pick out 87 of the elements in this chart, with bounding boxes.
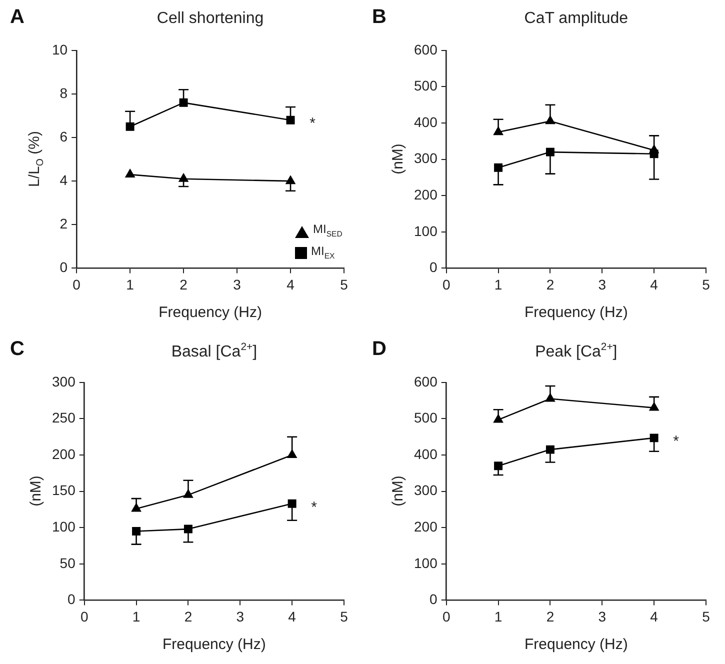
point	[132, 526, 141, 536]
annotation: *	[311, 498, 318, 516]
text: D	[372, 338, 386, 361]
point	[286, 116, 295, 124]
point	[184, 524, 192, 534]
x-tick-label: 0	[442, 608, 450, 624]
x-tick-label: 1	[494, 276, 502, 292]
y-tick-label: 500	[414, 410, 438, 426]
text: A	[10, 6, 24, 29]
text: C	[10, 338, 24, 361]
x-axis-title: Frequency (Hz)	[524, 636, 628, 654]
y-tick-label: 4	[60, 172, 68, 188]
y-tick-label: 250	[52, 410, 76, 426]
y-tick-label: 600	[414, 41, 438, 58]
y-tick-label: 600	[414, 373, 438, 390]
x-tick-label: 3	[233, 276, 242, 292]
x-tick-label: 3	[236, 608, 244, 624]
x-tick-label: 2	[180, 276, 188, 292]
y-axis-title: (nM)	[390, 144, 406, 175]
legend-label: MI$_{EX}$	[311, 242, 335, 262]
y-tick-label: 2	[60, 216, 68, 232]
y-tick-label: 100	[414, 554, 438, 571]
x-tick-label: 4	[650, 608, 658, 624]
y-tick-label: 0	[430, 259, 438, 276]
x-tick-label: 2	[184, 608, 192, 624]
point	[183, 488, 194, 498]
x-tick-label: 0	[80, 608, 88, 624]
x-axis-title: Frequency (Hz)	[162, 636, 266, 654]
y-tick-label: 8	[60, 84, 68, 101]
y-tick-label: 6	[60, 128, 68, 144]
point	[545, 115, 556, 124]
x-tick-label: 5	[702, 276, 710, 292]
x-tick-label: 1	[126, 276, 134, 292]
chart-title: Basal [Ca$^{2+}$]	[171, 342, 258, 362]
point	[126, 122, 134, 131]
x-tick-label: 1	[494, 608, 502, 624]
x-tick-label: 3	[598, 276, 606, 292]
x-tick-label: 5	[702, 608, 710, 624]
x-axis-title: Frequency (Hz)	[158, 304, 262, 322]
y-tick-label: 400	[414, 114, 438, 130]
chart-title: Cell shortening	[156, 10, 264, 28]
point	[494, 163, 503, 172]
legend-label: MI$_{SED}$	[313, 221, 342, 241]
annotation: *	[673, 433, 680, 450]
x-tick-label: 4	[286, 276, 295, 292]
x-tick-label: 4	[288, 608, 296, 624]
y-tick-label: 200	[414, 518, 438, 534]
point	[648, 144, 660, 154]
x-tick-label: 1	[132, 608, 140, 624]
y-tick-label: 0	[430, 591, 438, 608]
chart-title: CaT amplitude	[524, 10, 628, 28]
y-tick-label: 300	[414, 150, 438, 166]
point	[179, 98, 188, 107]
point	[546, 148, 554, 156]
text: B	[372, 6, 386, 29]
y-tick-label: 200	[414, 186, 438, 202]
y-tick-label: 0	[60, 259, 68, 276]
y-tick-label: 300	[52, 373, 76, 390]
y-tick-label: 200	[52, 446, 76, 462]
y-tick-label: 300	[414, 482, 438, 498]
x-axis-title: Frequency (Hz)	[524, 304, 628, 322]
y-axis-title: (nM)	[28, 476, 44, 507]
y-tick-label: 500	[414, 78, 438, 94]
y-tick-label: 100	[414, 222, 438, 239]
annotation: *	[310, 115, 316, 132]
y-tick-label: 400	[414, 446, 438, 462]
y-axis-title: (nM)	[390, 476, 406, 507]
x-tick-label: 5	[340, 608, 348, 624]
y-tick-label: 0	[68, 591, 76, 608]
point	[131, 502, 142, 512]
x-tick-label: 2	[546, 608, 554, 624]
chart-title: Peak [Ca$^{2+}$]	[535, 342, 618, 362]
point	[288, 499, 296, 508]
y-tick-label: 10	[52, 41, 68, 58]
x-tick-label: 0	[442, 276, 450, 292]
point	[285, 175, 296, 184]
point	[286, 449, 298, 458]
y-tick-label: 50	[60, 554, 76, 571]
x-tick-label: 4	[650, 276, 658, 292]
point	[124, 168, 136, 178]
y-tick-label: 150	[52, 482, 76, 498]
x-tick-label: 5	[340, 276, 348, 292]
point	[493, 126, 504, 136]
x-tick-label: 3	[598, 608, 606, 624]
y-tick-label: 100	[52, 518, 76, 534]
x-tick-label: 2	[546, 276, 554, 292]
point	[178, 172, 189, 182]
